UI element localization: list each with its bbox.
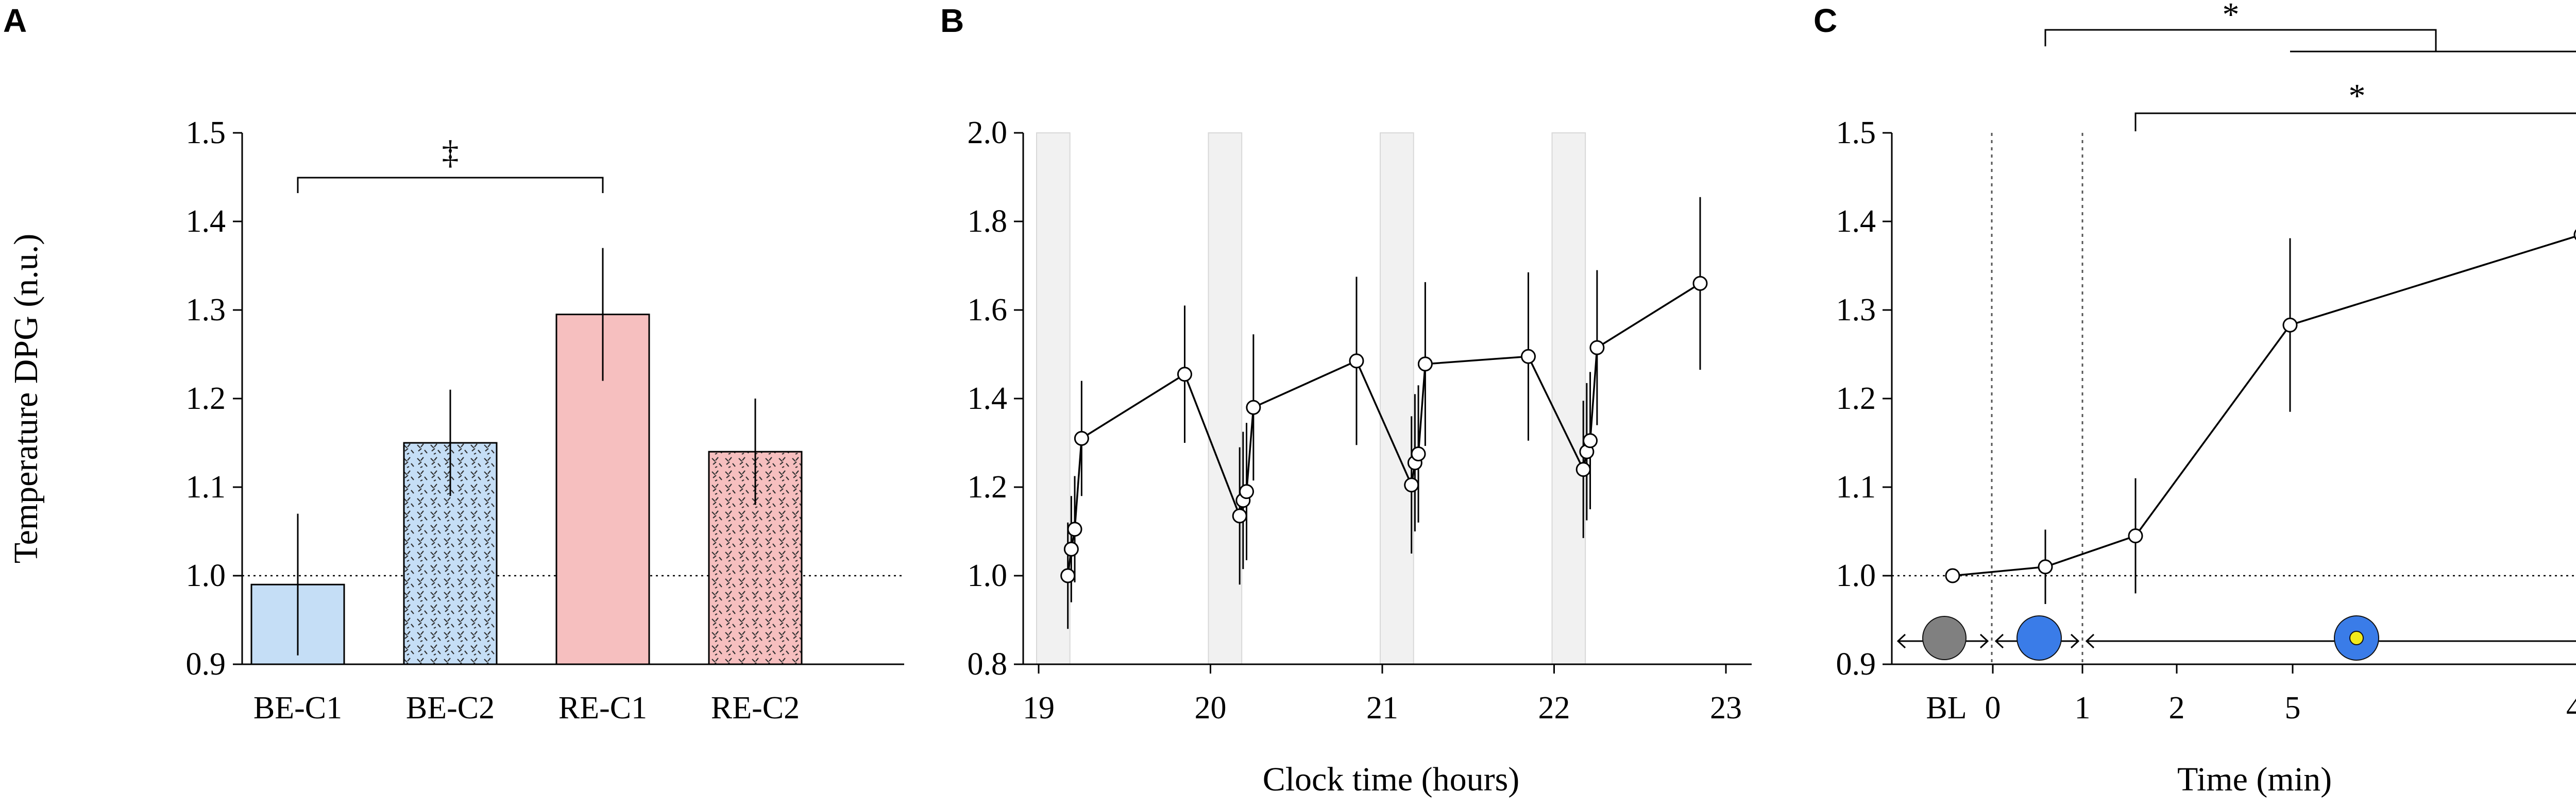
panel-b-y-tick-label: 1.8 [968, 204, 1008, 239]
panel-c-y-tick-label: 1.4 [1836, 204, 1876, 239]
panel-c-x-tick-label: 5 [2285, 691, 2301, 726]
panel-b-y-tick-label: 0.8 [968, 647, 1008, 682]
panel-c-y-tick-label: 1.5 [1836, 115, 1876, 150]
panel-b-data-point [1349, 353, 1364, 369]
panel-b-y-tick-label: 1.6 [968, 292, 1008, 328]
panel-b: B 0.8 1.0 1.2 1.4 1.6 1.8 2.0 19 20 21 22 23 Clock… [940, 2, 1752, 798]
panel-b-data-point [1239, 484, 1255, 499]
panel-letter-b: B [940, 2, 964, 39]
panel-c-series-line [1952, 235, 2576, 577]
panel-b-x-axis-title: Clock time (hours) [1263, 761, 1520, 798]
panel-a-bars [250, 248, 803, 665]
panel-b-x-tick-label: 20 [1195, 691, 1227, 726]
panel-b-y-axis: 0.8 1.0 1.2 1.4 1.6 1.8 2.0 [968, 115, 1023, 682]
panel-b-data-point [1692, 275, 1708, 291]
panel-b-data-point [1589, 340, 1605, 355]
panel-a-y-tick-label: 1.5 [186, 115, 226, 150]
panel-a-y-tick-label: 0.9 [186, 647, 226, 682]
panel-c-series [1945, 229, 2576, 605]
panel-b-shaded-interval [1208, 132, 1243, 665]
panel-c: C 0.9 1.0 1.1 1.2 1.3 1.4 1.5 BL 0 1 2 5 42 * * [1814, 0, 2576, 798]
panel-b-data-point [1246, 400, 1261, 415]
panel-b-y-tick-label: 1.2 [968, 470, 1008, 505]
panel-a-x-tick-labels: BE-C1 BE-C2 RE-C1 RE-C2 [253, 691, 800, 726]
yellow-center-icon [2349, 631, 2364, 645]
panel-letter-a: A [3, 2, 27, 39]
panel-b-data-point [1074, 430, 1089, 446]
panel-letter-c: C [1814, 2, 1837, 39]
panel-c-data-point [1945, 568, 1960, 583]
panel-a-y-tick-label: 1.0 [186, 558, 226, 593]
panel-b-x-tick-label: 21 [1366, 691, 1398, 726]
panel-a-significance-bracket: ‡ [297, 134, 604, 193]
panel-b-shaded-interval [1036, 132, 1071, 665]
panel-a-y-tick-label: 1.4 [186, 204, 226, 239]
panel-c-significance-label-1: * [2223, 0, 2240, 33]
panel-b-shaded-interval [1551, 132, 1586, 665]
panel-b-x-axis: 19 20 21 22 23 [1023, 664, 1742, 726]
panel-c-y-tick-label: 1.0 [1836, 558, 1876, 593]
panel-c-y-tick-label: 1.3 [1836, 292, 1876, 328]
panel-c-significance-bracket-2: * [2134, 77, 2576, 131]
panel-a-x-tick-label: RE-C2 [711, 691, 800, 726]
panel-a-significance-label: ‡ [442, 134, 459, 171]
panel-c-data-point [2282, 317, 2298, 333]
panel-c-x-tick-label: 0 [1985, 691, 2001, 726]
panel-b-x-tick-label: 23 [1710, 691, 1742, 726]
panel-c-x-tick-label: 2 [2169, 691, 2185, 726]
panel-b-data-point [1232, 508, 1247, 524]
panel-c-data-point [2128, 528, 2143, 544]
panel-c-significance-bracket-1: * [2044, 0, 2576, 53]
panel-b-data-point [1177, 367, 1192, 382]
panel-b-data-point [1067, 522, 1082, 537]
panel-b-data-point [1575, 462, 1591, 477]
panel-c-x-tick-label: BL [1926, 691, 1967, 726]
panel-b-data-point [1417, 356, 1433, 372]
panel-a-x-tick-label: RE-C1 [558, 691, 647, 726]
panel-c-y-tick-label: 0.9 [1836, 647, 1876, 682]
panel-b-y-tick-label: 1.4 [968, 381, 1008, 416]
panel-c-data-point [2573, 229, 2576, 240]
panel-b-data-point [1583, 433, 1598, 449]
panel-b-shaded-intervals [1036, 132, 1586, 665]
panel-b-y-tick-label: 2.0 [968, 115, 1008, 150]
gray-circle-icon [1922, 616, 1967, 660]
panel-b-series [1060, 197, 1708, 629]
panel-a-y-axis-title: Temperature DPG (n.u.) [7, 234, 45, 564]
panel-c-y-tick-label: 1.1 [1836, 470, 1876, 505]
panel-b-data-point [1060, 568, 1076, 583]
panel-b-data-point [1411, 446, 1426, 461]
panel-c-significance-label-2: * [2349, 77, 2366, 115]
panel-a: A 0.9 1.0 1.1 1.2 1.3 1.4 1.5 Temperature DPG … [3, 2, 904, 726]
panel-c-data-point [2038, 559, 2053, 575]
panel-c-x-axis-title: Time (min) [2177, 761, 2332, 798]
panel-a-y-tick-label: 1.1 [186, 470, 226, 505]
panel-c-y-axis: 0.9 1.0 1.1 1.2 1.3 1.4 1.5 [1836, 115, 2576, 682]
panel-a-y-axis: 0.9 1.0 1.1 1.2 1.3 1.4 1.5 [186, 115, 904, 682]
panel-c-x-tick-label: 1 [2075, 691, 2091, 726]
panel-a-x-tick-label: BE-C1 [253, 691, 342, 726]
panel-b-data-point [1520, 349, 1536, 364]
panel-c-x-axis: BL 0 1 2 5 42 [1926, 664, 2576, 726]
panel-a-y-tick-label: 1.3 [186, 292, 226, 328]
panel-b-shaded-interval [1380, 132, 1414, 665]
panel-a-x-tick-label: BE-C2 [406, 691, 495, 726]
panel-b-data-point [1404, 477, 1419, 493]
panel-a-y-tick-label: 1.2 [186, 381, 226, 416]
panel-c-y-tick-label: 1.2 [1836, 381, 1876, 416]
panel-c-phase-timeline [1896, 615, 2576, 661]
blue-circle-icon [2016, 615, 2062, 661]
panel-b-x-tick-label: 22 [1538, 691, 1570, 726]
panel-b-x-tick-label: 19 [1023, 691, 1055, 726]
panel-b-data-point [1063, 541, 1079, 557]
panel-c-x-tick-label: 42 [2566, 691, 2576, 726]
panel-b-y-tick-label: 1.0 [968, 558, 1008, 593]
